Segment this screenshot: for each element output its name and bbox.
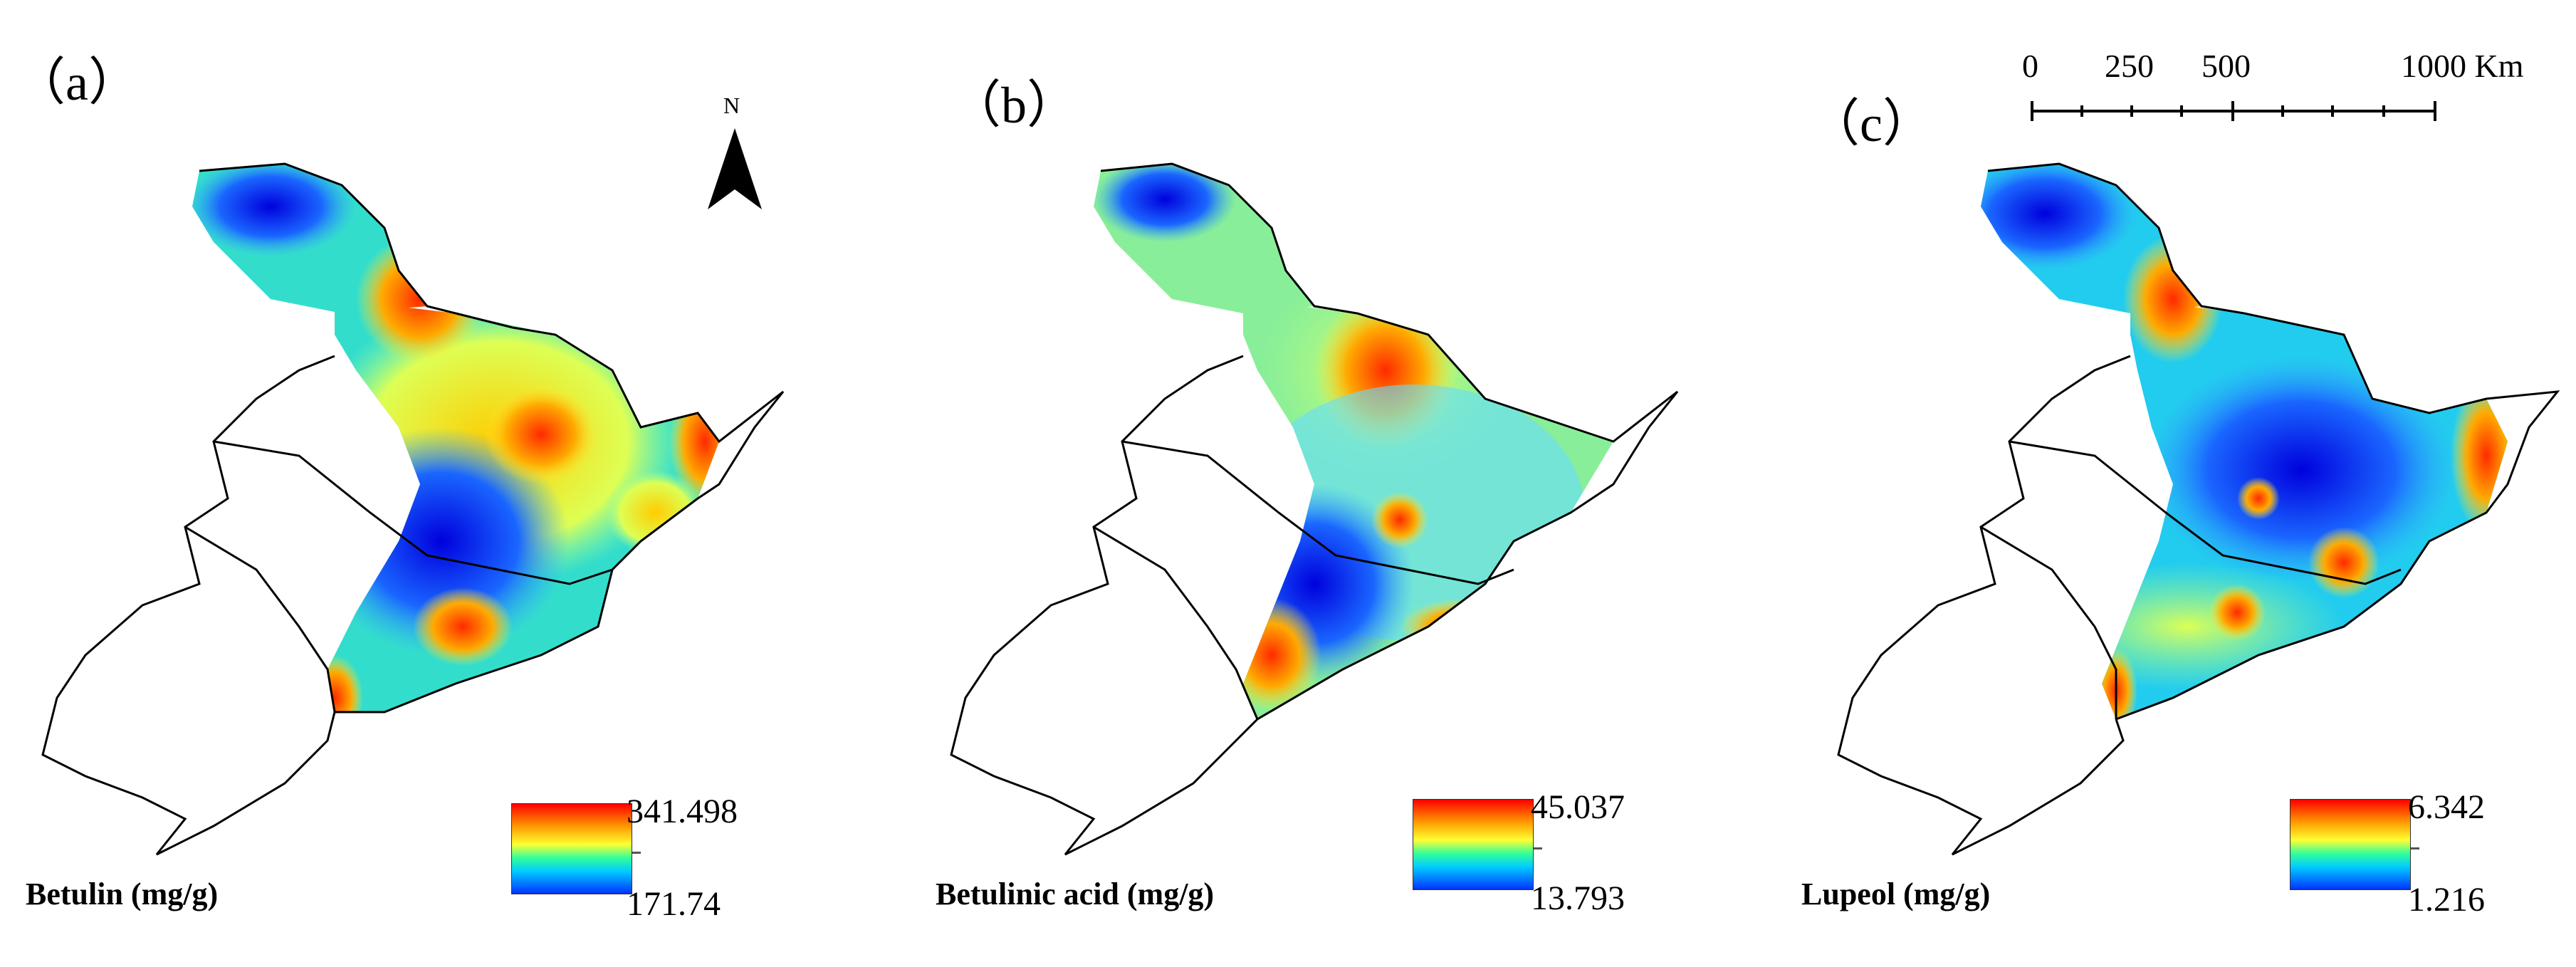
map-a xyxy=(41,162,785,856)
variable-label-a: Betulin (mg/g) xyxy=(26,877,219,911)
legend-ramp-b xyxy=(1413,799,1534,890)
province-outlines-b xyxy=(950,162,1679,856)
scale-label-1000: 1000 Km xyxy=(2401,48,2524,84)
legend-ramp-a xyxy=(511,803,632,894)
legend-min-c: 1.216 xyxy=(2408,881,2485,919)
scale-label-0: 0 xyxy=(2022,48,2038,84)
province-outlines-a xyxy=(41,162,785,856)
map-c xyxy=(1837,162,2560,856)
scale-label-500: 500 xyxy=(2201,48,2251,84)
panel-label-a: （a） xyxy=(14,54,140,111)
legend-max-c: 6.342 xyxy=(2408,788,2485,826)
legend-min-b: 13.793 xyxy=(1531,879,1625,917)
variable-label-c: Lupeol (mg/g) xyxy=(1801,877,1991,911)
province-outlines-c xyxy=(1837,162,2560,856)
legend-mid-tick-b xyxy=(1534,847,1542,850)
scale-label-250: 250 xyxy=(2105,48,2154,84)
legend-max-a: 341.498 xyxy=(627,793,738,830)
legend-mid-tick-a xyxy=(632,852,641,854)
panel-a: （a） Betulin (mg/g) 341.498 xyxy=(0,0,859,967)
scale-bar: 0 250 500 1000 Km xyxy=(2022,43,2572,128)
north-label: N xyxy=(723,93,740,118)
variable-label-b: Betulinic acid (mg/g) xyxy=(936,877,1215,911)
legend-ramp-c xyxy=(2290,799,2411,890)
legend-max-b: 45.037 xyxy=(1531,788,1625,826)
legend-min-a: 171.74 xyxy=(627,885,721,923)
map-b xyxy=(950,162,1679,856)
legend-mid-tick-c xyxy=(2411,847,2419,850)
panel-label-c: （c） xyxy=(1808,95,1934,152)
scale-bar-line xyxy=(2031,101,2436,121)
panel-c: （c） Lupeol (mg/g) 6.342 1. xyxy=(1717,0,2576,967)
panel-label-b: （b） xyxy=(950,77,1079,134)
north-arrow-icon xyxy=(708,128,762,209)
panel-b: （b） Betulinic acid (mg/g) 45.037 xyxy=(859,0,1717,967)
